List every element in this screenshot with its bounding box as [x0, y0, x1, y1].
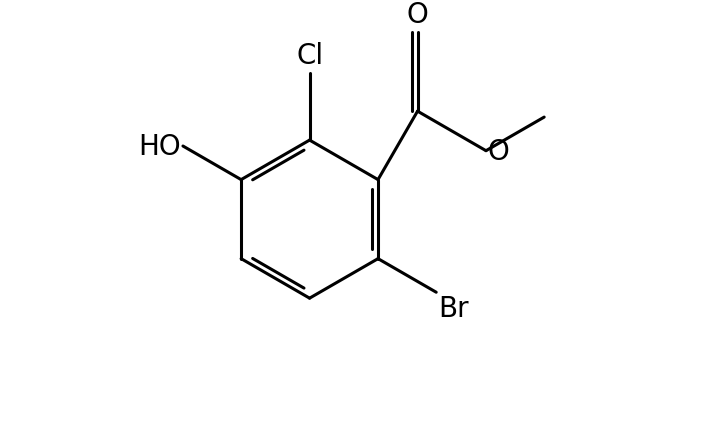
Text: Br: Br	[438, 294, 469, 322]
Text: Cl: Cl	[296, 42, 323, 70]
Text: O: O	[407, 1, 428, 29]
Text: O: O	[488, 137, 510, 165]
Text: HO: HO	[139, 133, 181, 161]
